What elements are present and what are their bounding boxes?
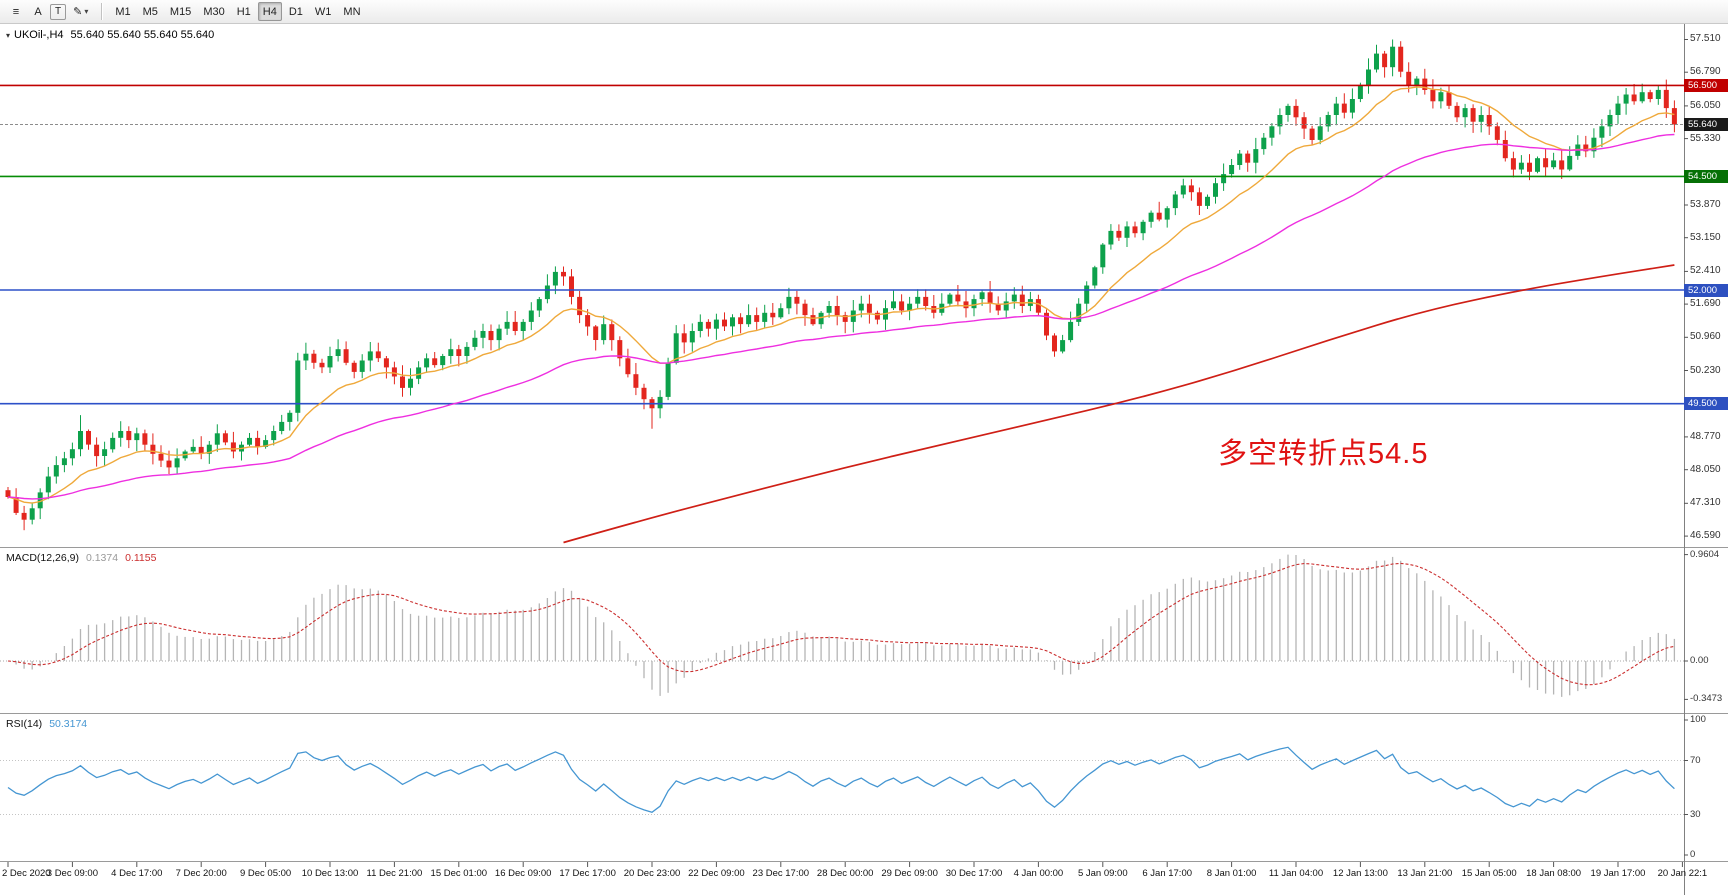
price-level-badge: 49.500: [1684, 397, 1728, 411]
chart-title-dropdown-icon[interactable]: ▾: [6, 31, 11, 40]
time-axis-label: 11 Dec 21:00: [366, 868, 423, 879]
time-axis-label: 2 Dec 2020: [2, 868, 51, 879]
time-axis-label: 28 Dec 00:00: [816, 868, 874, 879]
time-axis-label: 16 Dec 09:00: [494, 868, 552, 879]
price-axis[interactable]: 57.510 56.790 56.050 55.330 53.870 53.150 52.4…: [1684, 24, 1728, 895]
horizontal-level-lines[interactable]: [0, 84, 1684, 405]
time-axis-label: 6 Jan 17:00: [1142, 868, 1193, 879]
price-level-badge: 52.000: [1684, 283, 1728, 297]
macd-signal-line: [7, 562, 1675, 686]
macd-axis-label: -0.3473: [1690, 693, 1723, 705]
macd-name: MACD(12,26,9): [6, 552, 79, 564]
chart-list-icon[interactable]: ≡: [12, 5, 20, 18]
time-axis[interactable]: 2 Dec 2020 3 Dec 09:00 4 Dec 17:00 7 Dec 20…: [0, 862, 1707, 895]
rsi-value: 50.3174: [49, 718, 88, 730]
timeframe-mn-button[interactable]: MN: [343, 5, 361, 18]
price-level-badge: 55.640: [1684, 118, 1728, 131]
time-axis-label: 15 Jan 05:00: [1461, 868, 1517, 879]
macd-axis-label: 0.00: [1690, 654, 1709, 666]
price-tick-label: 53.150: [1690, 231, 1721, 243]
candlesticks: [5, 39, 1677, 531]
rsi-indicator-label: RSI(14) 50.3174: [6, 718, 94, 730]
time-axis-label: 5 Jan 09:00: [1077, 868, 1128, 879]
price-tick-label: 57.510: [1690, 33, 1721, 45]
price-tick-label: 46.590: [1690, 530, 1721, 542]
time-axis-label: 12 Jan 13:00: [1332, 868, 1388, 879]
time-axis-label: 13 Jan 21:00: [1397, 868, 1453, 879]
macd-value-2: 0.1155: [125, 552, 157, 564]
time-axis-label: 10 Dec 13:00: [301, 868, 359, 879]
timeframe-m1-button[interactable]: M1: [115, 5, 131, 18]
time-axis-label: 20 Dec 23:00: [623, 868, 681, 879]
ma-mid-line: [7, 133, 1675, 500]
time-axis-label: 9 Dec 05:00: [239, 868, 292, 879]
symbol-timeframe-label: UKOil-,H4: [14, 29, 64, 41]
toolbar: ≡ A T ✎ ▾ M1 M5 M15 M30 H1 H4 D1 W1 MN: [0, 0, 1728, 24]
time-axis-label: 3 Dec 09:00: [46, 868, 99, 879]
chart-annotation[interactable]: 多空转折点54.5: [1218, 438, 1429, 470]
letter-a-icon[interactable]: A: [34, 5, 42, 18]
macd-axis-label: 0.9604: [1690, 548, 1720, 560]
timeframe-m15-button[interactable]: M15: [169, 5, 192, 18]
macd-histogram: [15, 554, 1676, 697]
timeframe-d1-button[interactable]: D1: [288, 5, 303, 18]
time-axis-label: 30 Dec 17:00: [945, 868, 1003, 879]
draw-tool-icon[interactable]: ✎ ▾: [73, 6, 89, 18]
time-axis-label: 19 Jan 17:00: [1590, 868, 1646, 879]
time-axis-label: 29 Dec 09:00: [881, 868, 938, 879]
time-axis-label: 17 Dec 17:00: [559, 868, 616, 879]
timeframe-m30-button[interactable]: M30: [203, 5, 225, 18]
price-tick-label: 52.410: [1690, 265, 1721, 277]
timeframe-m5-button[interactable]: M5: [142, 5, 158, 18]
price-tick-label: 50.230: [1690, 364, 1721, 376]
price-tick-label: 47.310: [1690, 497, 1721, 509]
timeframe-button-group: M1 M5 M15 M30 H1 H4 D1 W1 MN: [109, 2, 366, 21]
rsi-axis-label: 70: [1690, 754, 1701, 766]
timeframe-h1-button[interactable]: H1: [236, 5, 251, 18]
price-tick-label: 56.050: [1690, 99, 1721, 111]
toolbar-icon-group: ≡ A T ✎ ▾: [5, 2, 94, 21]
time-axis-label: 8 Jan 01:00: [1206, 868, 1257, 879]
dropdown-arrow-icon: ▾: [84, 7, 89, 16]
price-tick-label: 51.690: [1690, 298, 1721, 310]
time-axis-label: 18 Jan 08:00: [1526, 868, 1582, 879]
ma-fast-line: [7, 86, 1675, 504]
time-axis-label: 7 Dec 20:00: [175, 868, 227, 879]
macd-indicator-label: MACD(12,26,9) 0.1374 0.1155: [6, 552, 163, 564]
text-box-icon[interactable]: T: [50, 3, 67, 20]
time-axis-label: 23 Dec 17:00: [752, 868, 810, 879]
ohlc-values: 55.640 55.640 55.640 55.640: [70, 29, 215, 41]
price-level-badge: 56.500: [1684, 78, 1728, 92]
rsi-axis-label: 30: [1690, 808, 1701, 820]
chart-title: ▾ UKOil-,H4 55.640 55.640 55.640 55.640: [6, 29, 214, 41]
price-level-badge: 54.500: [1684, 169, 1728, 183]
rsi-axis-label: 0: [1690, 849, 1696, 860]
time-axis-label: 20 Jan 22:1: [1657, 868, 1708, 879]
timeframe-h4-button[interactable]: H4: [257, 2, 282, 21]
price-tick-label: 53.870: [1690, 199, 1721, 210]
ma-long-line: [563, 264, 1675, 544]
macd-value-1: 0.1374: [85, 552, 119, 564]
time-axis-label: 15 Dec 01:00: [430, 868, 488, 879]
price-tick-label: 55.330: [1690, 132, 1721, 144]
time-axis-label: 22 Dec 09:00: [688, 868, 745, 879]
axis-tick-marks: [7, 39, 1688, 867]
rsi-line: [7, 746, 1675, 814]
price-tick-label: 50.960: [1690, 331, 1721, 343]
price-tick-label: 56.790: [1690, 66, 1721, 78]
price-tick-label: 48.770: [1690, 430, 1721, 442]
toolbar-separator: [101, 3, 103, 20]
timeframe-w1-button[interactable]: W1: [314, 5, 332, 18]
price-tick-label: 48.050: [1690, 463, 1721, 475]
rsi-name: RSI(14): [6, 718, 43, 730]
time-axis-label: 4 Jan 00:00: [1013, 868, 1064, 879]
rsi-axis-label: 100: [1690, 714, 1706, 725]
time-axis-label: 4 Dec 17:00: [111, 868, 163, 879]
time-axis-label: 11 Jan 04:00: [1268, 868, 1324, 879]
